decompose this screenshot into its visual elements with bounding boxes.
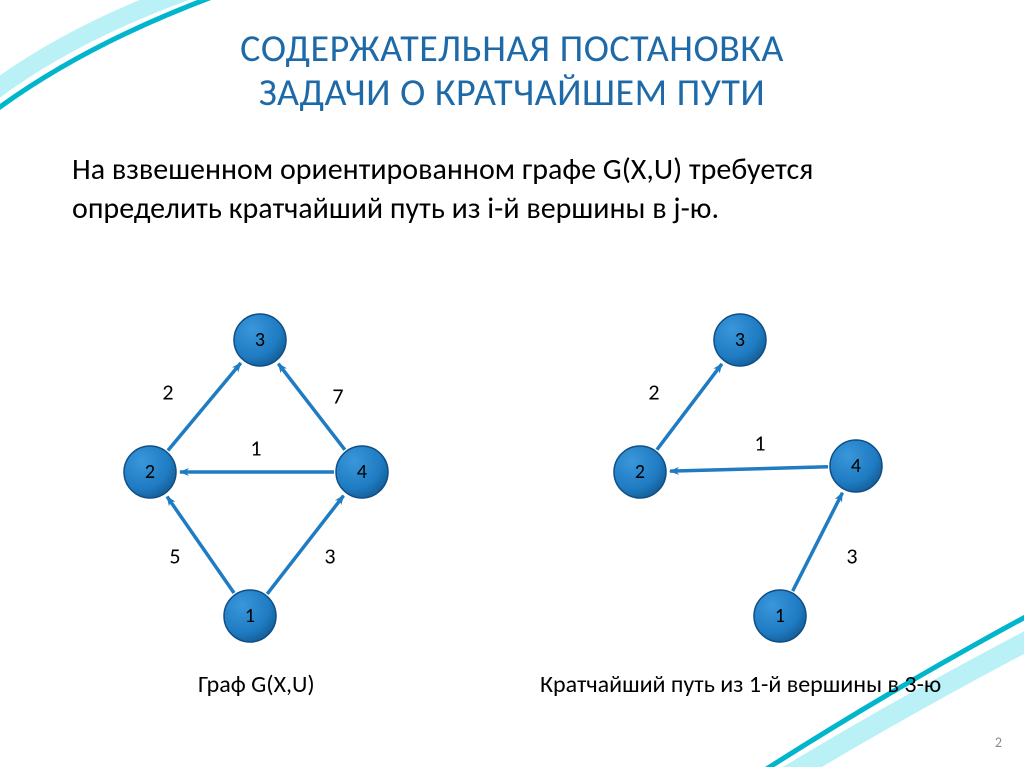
slide: СОДЕРЖАТЕЛЬНАЯ ПОСТАНОВКА ЗАДАЧИ О КРАТЧ… <box>0 0 1024 767</box>
edge-weight: 7 <box>332 382 343 409</box>
edge-weight: 1 <box>250 434 261 461</box>
page-number: 2 <box>995 734 1002 751</box>
node-label: 3 <box>735 328 745 352</box>
edge-weight: 2 <box>162 378 173 405</box>
node-label: 3 <box>255 328 265 352</box>
node-label: 2 <box>635 460 645 484</box>
node-label: 1 <box>775 604 785 628</box>
edge-weight: 2 <box>648 378 659 405</box>
caption-left: Граф G(X,U) <box>198 670 315 699</box>
node-label: 4 <box>357 460 367 484</box>
caption-right: Кратчайший путь из 1-й вершины в 3-ю <box>540 670 941 699</box>
node-label: 4 <box>851 454 861 478</box>
node-label: 2 <box>145 460 155 484</box>
edge <box>793 493 843 591</box>
edge-weight: 3 <box>846 542 857 569</box>
edge <box>657 364 722 450</box>
edge <box>168 363 241 450</box>
graph-canvas: 5312712343121234 <box>0 0 1024 767</box>
edge-weight: 1 <box>754 429 765 456</box>
edge-weight: 3 <box>324 542 335 569</box>
edge <box>670 467 828 471</box>
edge-weight: 5 <box>169 542 180 569</box>
node-label: 1 <box>245 604 255 628</box>
